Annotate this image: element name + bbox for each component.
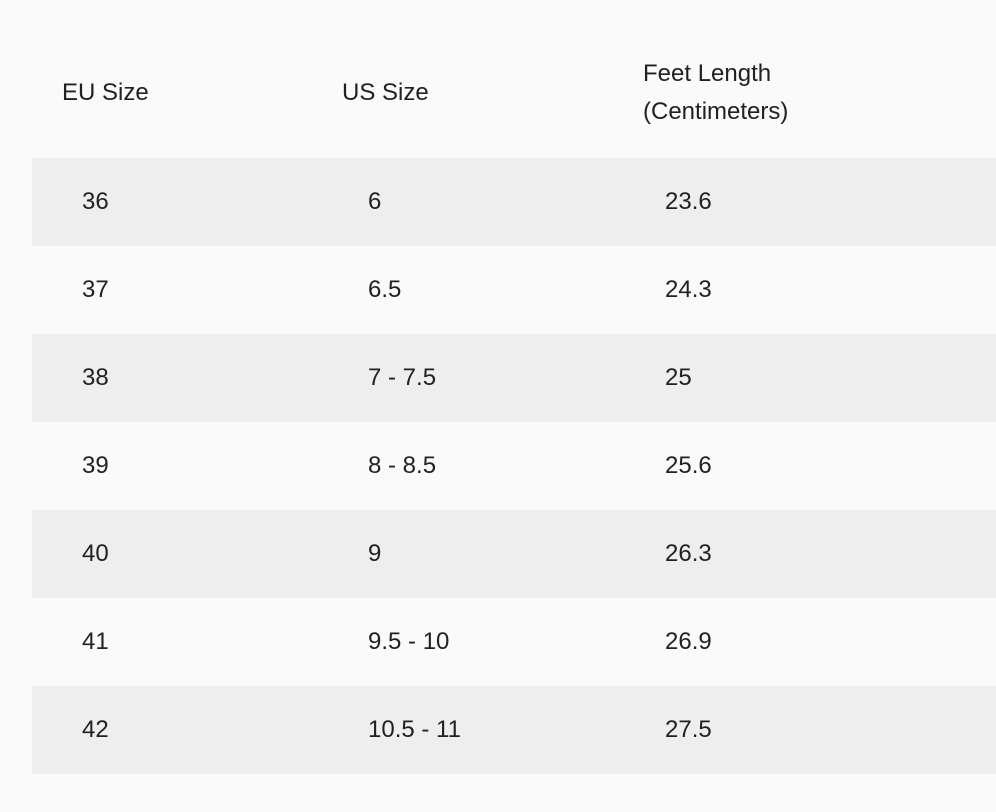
cell-us-size: 9 (368, 540, 382, 567)
column-header-label: US Size (342, 79, 429, 106)
table-header-row: EU Size US Size Feet Length (Centimeters… (32, 28, 996, 158)
cell-eu-size: 40 (82, 540, 109, 567)
cell-eu-size: 42 (82, 716, 109, 743)
table-row: 38 7 - 7.5 25 (32, 334, 996, 422)
size-chart-table: EU Size US Size Feet Length (Centimeters… (32, 0, 996, 774)
table-row: 37 6.5 24.3 (32, 246, 996, 334)
cell-eu-size: 38 (82, 364, 109, 391)
cell-feet-length: 25 (665, 364, 692, 391)
cell-feet-length: 26.3 (665, 540, 712, 567)
column-header-feet-length: Feet Length (Centimeters) (630, 55, 996, 131)
table-row: 42 10.5 - 11 27.5 (32, 686, 996, 774)
cell-eu-size: 36 (82, 188, 109, 215)
cell-eu-size: 41 (82, 628, 109, 655)
cell-eu-size: 37 (82, 276, 109, 303)
table-row: 41 9.5 - 10 26.9 (32, 598, 996, 686)
table-row: 39 8 - 8.5 25.6 (32, 422, 996, 510)
cell-us-size: 6.5 (368, 276, 402, 303)
cell-us-size: 7 - 7.5 (368, 364, 437, 391)
cell-feet-length: 25.6 (665, 452, 712, 479)
cell-us-size: 10.5 - 11 (368, 716, 461, 743)
cell-us-size: 8 - 8.5 (368, 452, 437, 479)
cell-feet-length: 27.5 (665, 716, 712, 743)
cell-feet-length: 26.9 (665, 628, 712, 655)
column-header-eu-size: EU Size (32, 74, 330, 112)
cell-us-size: 6 (368, 188, 382, 215)
column-header-label: Feet Length (Centimeters) (643, 60, 789, 125)
column-header-label: EU Size (62, 79, 149, 106)
cell-eu-size: 39 (82, 452, 109, 479)
table-row: 40 9 26.3 (32, 510, 996, 598)
cell-us-size: 9.5 - 10 (368, 628, 450, 655)
cell-feet-length: 24.3 (665, 276, 712, 303)
table-body: 36 6 23.6 37 6.5 24.3 38 7 - 7.5 25 39 8… (32, 158, 996, 774)
cell-feet-length: 23.6 (665, 188, 712, 215)
table-row: 36 6 23.6 (32, 158, 996, 246)
column-header-us-size: US Size (330, 74, 630, 112)
